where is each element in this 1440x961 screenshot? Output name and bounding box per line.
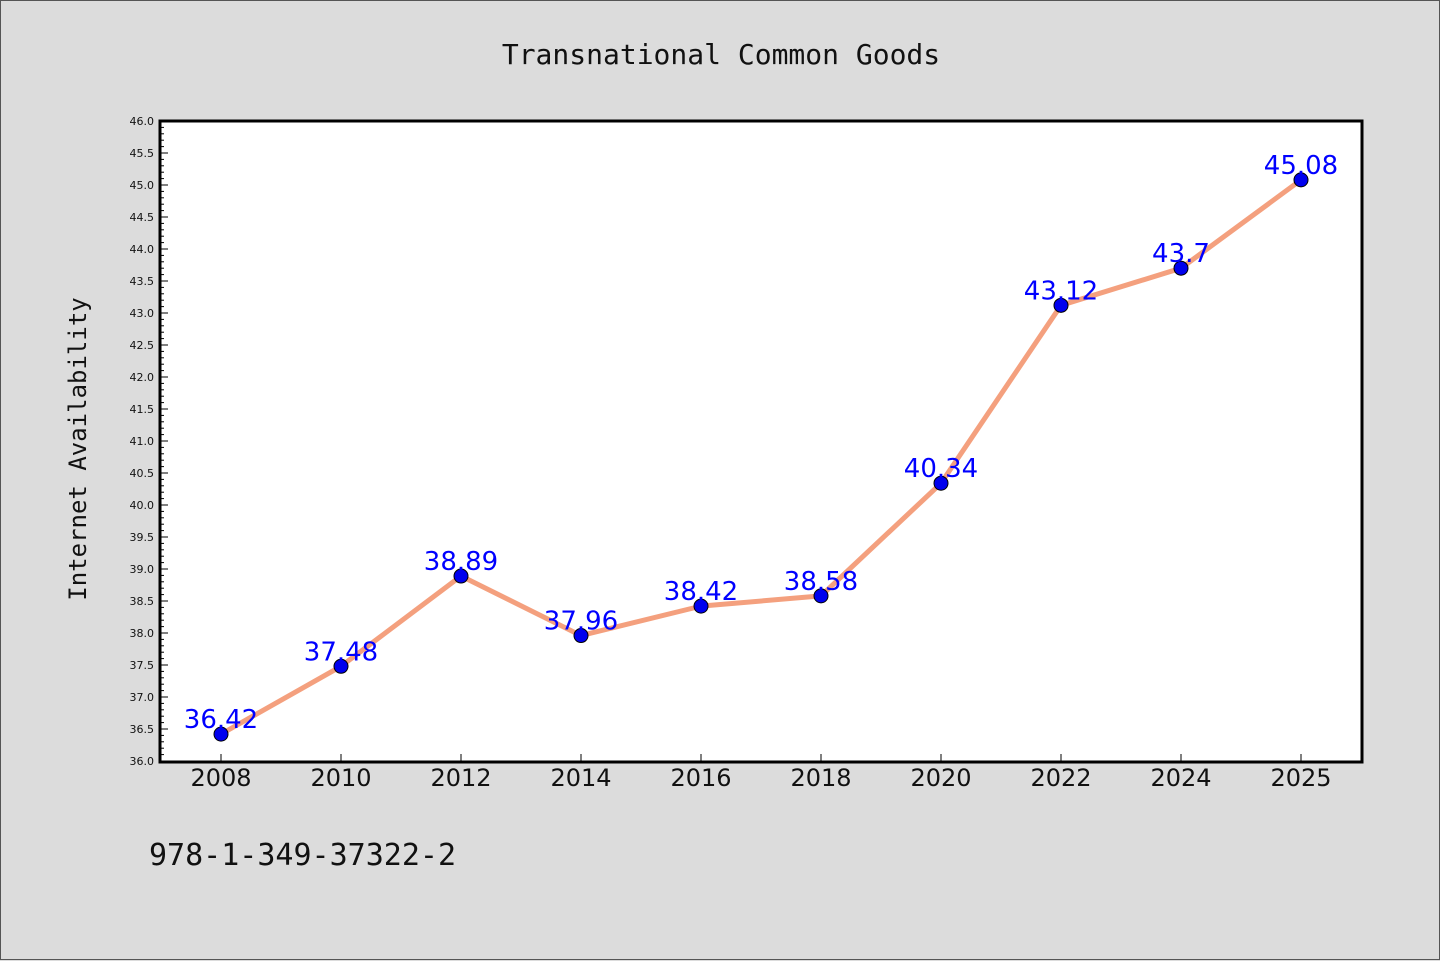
x-tick-label: 2024 (1150, 764, 1211, 792)
x-tick-label: 2014 (550, 764, 611, 792)
y-tick-label: 36.5 (130, 723, 155, 736)
y-tick-label: 41.0 (130, 435, 155, 448)
y-tick-label: 45.5 (130, 147, 155, 160)
data-point (1053, 297, 1069, 313)
y-tick-label: 43.0 (130, 307, 155, 320)
y-tick-label: 41.5 (130, 403, 155, 416)
data-point (933, 475, 949, 491)
y-tick-label: 39.0 (130, 563, 155, 576)
data-markers (213, 172, 1309, 742)
footer-code: 978-1-349-37322-2 (149, 838, 456, 873)
data-point (453, 568, 469, 584)
y-tick-label: 36.0 (130, 755, 155, 768)
x-tick-label: 2016 (670, 764, 731, 792)
data-label: 38.58 (784, 567, 858, 597)
y-tick-label: 39.5 (130, 531, 155, 544)
y-tick-label: 37.5 (130, 659, 155, 672)
x-tick-label: 2025 (1270, 764, 1331, 792)
x-axis-ticks: 2008 2010 2012 2014 2016 2018 2020 2022 2024 2025 (190, 754, 1332, 792)
data-point (333, 658, 349, 674)
x-tick-label: 2008 (190, 764, 251, 792)
y-tick-label: 37.0 (130, 691, 155, 704)
y-tick-label: 45.0 (130, 179, 155, 192)
data-label: 37.96 (544, 607, 618, 637)
x-tick-label: 2022 (1030, 764, 1091, 792)
y-axis-ticks: 36.0 36.5 37.0 37.5 38.0 38.5 39.0 39.5 40.0 40.5… (130, 115, 168, 768)
data-label: 38.42 (664, 577, 738, 607)
data-point (1293, 172, 1309, 188)
plot-area (160, 121, 1362, 762)
data-point (1173, 260, 1189, 276)
data-label: 37.48 (304, 637, 378, 667)
data-point (573, 628, 589, 644)
x-tick-label: 2012 (430, 764, 491, 792)
y-tick-label: 42.5 (130, 339, 155, 352)
y-tick-label: 46.0 (130, 115, 155, 128)
data-label: 43.12 (1024, 276, 1098, 306)
y-tick-label: 42.0 (130, 371, 155, 384)
x-tick-label: 2010 (310, 764, 371, 792)
data-labels: 36.42 37.48 38.89 37.96 38.42 38.58 40.34 43.12… (184, 151, 1338, 735)
y-tick-label: 44.5 (130, 211, 155, 224)
data-label: 38.89 (424, 547, 498, 577)
data-label: 36.42 (184, 705, 258, 735)
y-tick-label: 40.5 (130, 467, 155, 480)
data-point (213, 726, 229, 742)
data-label: 43.7 (1152, 239, 1210, 269)
series-line (219, 177, 1303, 737)
y-tick-label: 43.5 (130, 275, 155, 288)
x-tick-label: 2020 (910, 764, 971, 792)
data-label: 40.34 (904, 454, 978, 484)
y-axis-label: Internet Availability (64, 297, 92, 600)
data-point (693, 598, 709, 614)
y-tick-label: 40.0 (130, 499, 155, 512)
x-tick-label: 2018 (790, 764, 851, 792)
data-label: 45.08 (1264, 151, 1338, 181)
y-tick-label: 38.5 (130, 595, 155, 608)
y-tick-label: 44.0 (130, 243, 155, 256)
y-tick-label: 38.0 (130, 627, 155, 640)
chart-title: Transnational Common Goods (502, 38, 940, 71)
data-point (813, 588, 829, 604)
plot-frame (158, 119, 1364, 764)
